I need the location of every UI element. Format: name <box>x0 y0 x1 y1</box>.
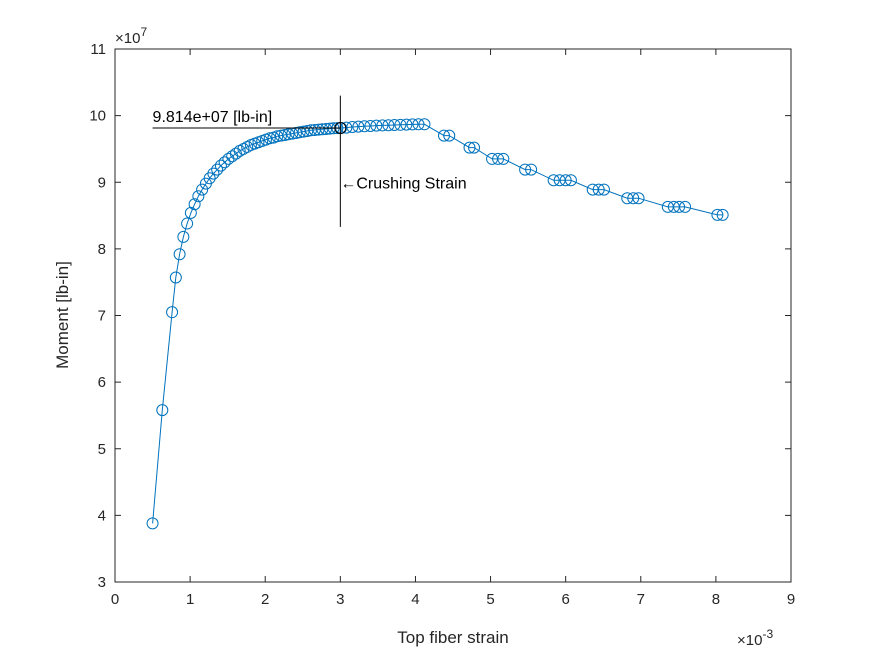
data-point <box>437 129 450 142</box>
y-tick-label: 10 <box>89 108 106 125</box>
data-point <box>525 163 538 176</box>
data-point <box>352 120 365 133</box>
data-point <box>346 120 359 133</box>
data-point <box>146 517 159 530</box>
x-axis-ticks: 0 1 2 3 4 5 6 7 8 9 <box>111 49 795 608</box>
data-point <box>388 118 401 131</box>
data-point <box>196 183 209 196</box>
y-tick-label: 4 <box>98 507 106 524</box>
x-tick-label: 1 <box>186 591 194 608</box>
y-tick-label: 11 <box>90 41 106 58</box>
x-tick-label: 5 <box>486 591 494 608</box>
data-point <box>181 217 194 230</box>
data-point <box>463 141 476 154</box>
data-point <box>443 129 456 142</box>
data-point <box>203 172 216 185</box>
data-point <box>497 152 510 165</box>
data-point <box>592 183 605 196</box>
x-tick-label: 8 <box>712 591 720 608</box>
data-point <box>263 132 276 145</box>
data-point <box>711 208 724 221</box>
y-tick-label: 3 <box>98 574 106 591</box>
x-tick-label: 3 <box>336 591 344 608</box>
peak-moment-marker <box>334 122 347 135</box>
x-tick-label: 7 <box>637 591 645 608</box>
data-point <box>492 152 505 165</box>
data-point <box>370 119 383 132</box>
y-tick-label: 9 <box>98 174 106 191</box>
data-point <box>358 120 371 133</box>
y-tick-label: 6 <box>98 374 106 391</box>
data-point <box>406 118 419 131</box>
y-tick-label: 8 <box>98 241 106 258</box>
y-axis-ticks: 3 4 5 6 7 8 9 10 11 <box>89 41 791 591</box>
data-point <box>468 141 481 154</box>
series-line <box>152 123 723 524</box>
data-point <box>547 174 560 187</box>
data-point <box>627 192 640 205</box>
x-tick-label: 9 <box>787 591 795 608</box>
data-point <box>293 126 306 139</box>
data-point <box>716 208 729 221</box>
data-point <box>394 118 407 131</box>
data-point <box>559 174 572 187</box>
data-point <box>214 159 227 172</box>
x-exponent-label: ×10-3 <box>737 627 773 649</box>
data-point <box>211 163 224 176</box>
data-point <box>297 125 310 138</box>
x-tick-label: 4 <box>411 591 419 608</box>
data-point <box>207 167 220 180</box>
svg-text:×10-3: ×10-3 <box>737 627 773 649</box>
annotation-layer: ←Crushing Strain 9.814e+07 [lb-in] <box>152 95 467 227</box>
svg-text:×107: ×107 <box>115 25 147 47</box>
y-tick-label: 7 <box>98 308 106 325</box>
x-axis-title: Top fiber strain <box>397 628 509 647</box>
data-point <box>400 118 413 131</box>
data-point <box>274 129 287 142</box>
data-point <box>290 126 303 139</box>
data-point <box>184 206 197 219</box>
x-exponent-power: -3 <box>762 627 773 641</box>
data-point <box>382 119 395 132</box>
data-point <box>156 404 169 417</box>
y-exponent-base: ×10 <box>115 30 140 47</box>
peak-moment-label: 9.814e+07 [lb-in] <box>153 109 273 126</box>
x-tick-label: 2 <box>261 591 269 608</box>
y-tick-label: 5 <box>98 441 106 458</box>
y-exponent-power: 7 <box>140 25 147 39</box>
crushing-strain-label: ←Crushing Strain <box>340 175 466 192</box>
data-point <box>278 128 291 141</box>
data-point <box>412 118 425 131</box>
data-point <box>177 230 190 243</box>
data-point <box>364 119 377 132</box>
x-exponent-base: ×10 <box>737 632 762 649</box>
data-point <box>519 163 532 176</box>
data-point <box>169 271 182 284</box>
data-point <box>340 121 353 134</box>
data-point <box>166 306 179 319</box>
data-point <box>673 200 686 213</box>
y-exponent-label: ×107 <box>115 25 147 47</box>
data-series-layer <box>146 118 729 530</box>
x-tick-label: 0 <box>111 591 119 608</box>
data-point <box>188 198 201 211</box>
data-point <box>597 183 610 196</box>
data-point <box>418 118 431 131</box>
data-point <box>632 192 645 205</box>
data-point <box>218 156 231 169</box>
data-point <box>192 190 205 203</box>
data-point <box>282 128 295 141</box>
data-point <box>271 130 284 143</box>
data-point <box>679 200 692 213</box>
y-axis-title: Moment [lb-in] <box>53 261 72 369</box>
data-point <box>564 174 577 187</box>
x-tick-label: 6 <box>561 591 569 608</box>
data-point <box>376 119 389 132</box>
plot-area <box>115 49 791 582</box>
data-point <box>173 248 186 261</box>
